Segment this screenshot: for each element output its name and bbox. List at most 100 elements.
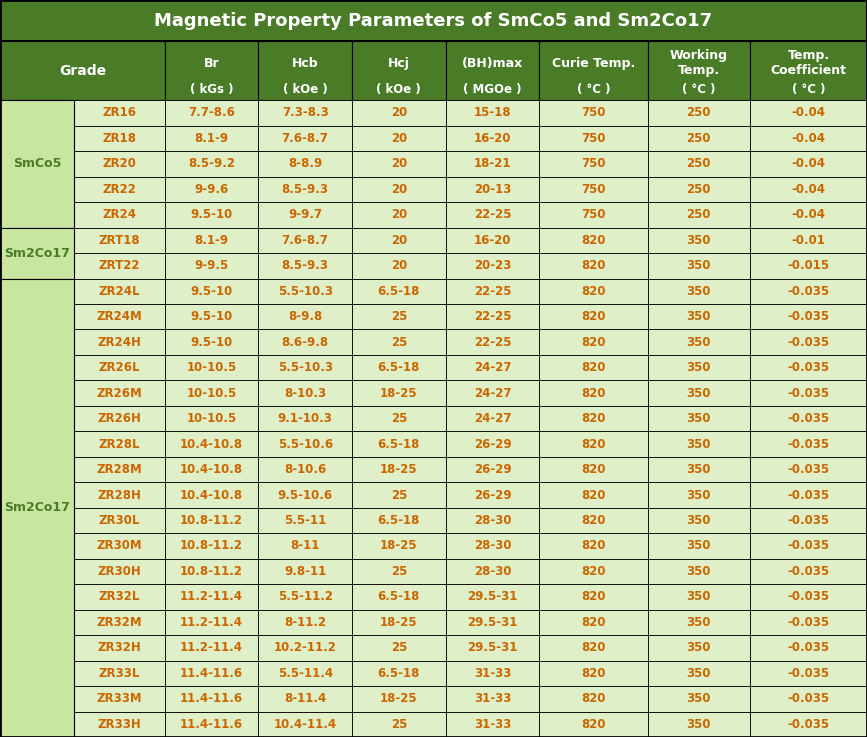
Bar (539, 406, 648, 431)
Bar (750, 534, 867, 559)
Bar (648, 457, 750, 482)
Bar (258, 100, 352, 126)
Text: 28-30: 28-30 (473, 514, 512, 527)
Text: ZR32H: ZR32H (97, 641, 141, 654)
Text: 820: 820 (581, 641, 606, 654)
Bar (539, 202, 648, 228)
Text: -0.01: -0.01 (792, 234, 825, 247)
Text: 8-11.2: 8-11.2 (284, 616, 326, 629)
Text: -0.04: -0.04 (792, 183, 825, 196)
Bar (648, 534, 750, 559)
Bar (74, 100, 165, 126)
Bar (352, 279, 446, 304)
Bar (165, 41, 258, 100)
Bar (750, 660, 867, 686)
Text: ZR18: ZR18 (102, 132, 136, 145)
Text: 9.8-11: 9.8-11 (284, 565, 326, 578)
Text: ZR30M: ZR30M (96, 539, 142, 553)
Text: 20: 20 (391, 234, 407, 247)
Text: 750: 750 (581, 106, 606, 119)
Bar (258, 660, 352, 686)
Bar (258, 635, 352, 660)
Text: 16-20: 16-20 (473, 234, 512, 247)
Bar (74, 304, 165, 329)
Text: 16-20: 16-20 (473, 132, 512, 145)
Bar (352, 380, 446, 406)
Text: 9.5-10: 9.5-10 (191, 336, 232, 349)
Text: ( °C ): ( °C ) (577, 83, 610, 96)
Text: 20: 20 (391, 259, 407, 272)
Bar (539, 457, 648, 482)
Bar (539, 177, 648, 202)
Text: ZRT22: ZRT22 (99, 259, 140, 272)
Text: Sm2Co17: Sm2Co17 (4, 247, 69, 259)
Text: 25: 25 (391, 412, 407, 425)
Text: 10-10.5: 10-10.5 (186, 412, 237, 425)
Bar (258, 253, 352, 279)
Text: -0.035: -0.035 (787, 590, 830, 604)
Bar (352, 202, 446, 228)
Bar (648, 660, 750, 686)
Text: ZR30L: ZR30L (99, 514, 140, 527)
Text: 18-25: 18-25 (380, 387, 418, 399)
Bar (74, 355, 165, 380)
Text: 8-10.6: 8-10.6 (284, 463, 326, 476)
Bar (74, 482, 165, 508)
Bar (446, 686, 539, 711)
Bar (539, 279, 648, 304)
Text: ( °C ): ( °C ) (792, 83, 825, 96)
Bar (352, 253, 446, 279)
Text: 22-25: 22-25 (473, 284, 512, 298)
Text: 20: 20 (391, 183, 407, 196)
Text: 820: 820 (581, 590, 606, 604)
Text: -0.035: -0.035 (787, 718, 830, 731)
Bar (446, 228, 539, 253)
Text: 18-25: 18-25 (380, 539, 418, 553)
Text: 350: 350 (687, 336, 711, 349)
Text: 6.5-18: 6.5-18 (378, 667, 420, 680)
Text: 350: 350 (687, 438, 711, 450)
Text: 28-30: 28-30 (473, 539, 512, 553)
Bar (648, 508, 750, 534)
Text: 350: 350 (687, 514, 711, 527)
Bar (352, 304, 446, 329)
Bar (750, 253, 867, 279)
Bar (446, 304, 539, 329)
Text: 8.5-9.2: 8.5-9.2 (188, 158, 235, 170)
Bar (648, 304, 750, 329)
Bar (165, 177, 258, 202)
Text: 6.5-18: 6.5-18 (378, 361, 420, 374)
Text: ZR26L: ZR26L (99, 361, 140, 374)
Text: 11.4-11.6: 11.4-11.6 (180, 718, 243, 731)
Bar (74, 253, 165, 279)
Text: ( °C ): ( °C ) (682, 83, 715, 96)
Bar (648, 380, 750, 406)
Text: 9.5-10: 9.5-10 (191, 284, 232, 298)
Text: 9-9.5: 9-9.5 (194, 259, 229, 272)
Text: 11.2-11.4: 11.2-11.4 (180, 641, 243, 654)
Bar (258, 355, 352, 380)
Text: 11.4-11.6: 11.4-11.6 (180, 667, 243, 680)
Bar (258, 41, 352, 100)
Text: 26-29: 26-29 (473, 438, 512, 450)
Text: ( kOe ): ( kOe ) (283, 83, 328, 96)
Bar (74, 329, 165, 355)
Text: 6.5-18: 6.5-18 (378, 284, 420, 298)
Text: 20-23: 20-23 (473, 259, 512, 272)
Bar (539, 584, 648, 609)
Text: 31-33: 31-33 (473, 718, 512, 731)
Text: 250: 250 (687, 106, 711, 119)
Bar (352, 100, 446, 126)
Text: 350: 350 (687, 463, 711, 476)
Bar (648, 202, 750, 228)
Bar (352, 508, 446, 534)
Bar (648, 253, 750, 279)
Bar (74, 534, 165, 559)
Bar (539, 126, 648, 151)
Bar (648, 279, 750, 304)
Text: Hcj: Hcj (388, 57, 410, 69)
Text: 350: 350 (687, 641, 711, 654)
Bar (74, 457, 165, 482)
Text: 750: 750 (581, 132, 606, 145)
Bar (352, 457, 446, 482)
